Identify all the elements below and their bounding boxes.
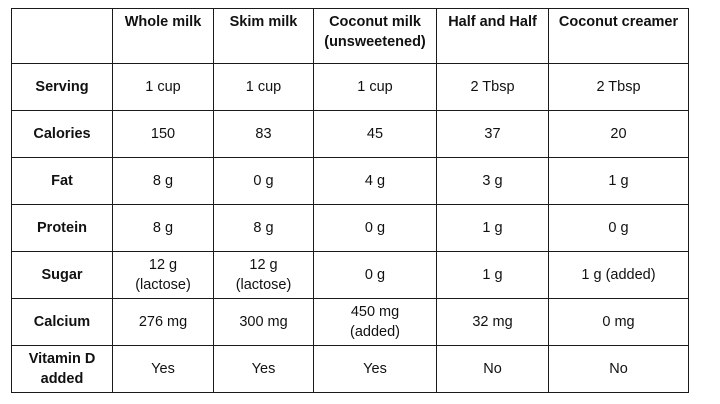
header-coconut-milk: Coconut milk (unsweetened)	[313, 8, 437, 64]
table-cell: 3 g	[436, 157, 549, 205]
table-row: Calcium 276 mg 300 mg 450 mg (added) 32 …	[11, 298, 689, 346]
table-cell: 8 g	[112, 204, 214, 252]
table-cell: 0 mg	[548, 298, 689, 346]
table-cell: 0 g	[213, 157, 314, 205]
row-label-serving: Serving	[11, 63, 113, 111]
table-cell: Yes	[313, 345, 437, 393]
header-coconut-creamer: Coconut creamer	[548, 8, 689, 64]
table-cell: 12 g (lactose)	[112, 251, 214, 299]
nutrition-comparison-table: Whole milk Skim milk Coconut milk (unswe…	[11, 8, 689, 393]
table-cell: 450 mg (added)	[313, 298, 437, 346]
table-cell: Yes	[213, 345, 314, 393]
table-cell: 1 cup	[213, 63, 314, 111]
table-cell: 0 g	[313, 251, 437, 299]
table-cell: 1 g	[548, 157, 689, 205]
table-cell: 20	[548, 110, 689, 158]
row-label-protein: Protein	[11, 204, 113, 252]
table-cell: 83	[213, 110, 314, 158]
table-cell: 0 g	[313, 204, 437, 252]
table-cell: 300 mg	[213, 298, 314, 346]
header-skim-milk: Skim milk	[213, 8, 314, 64]
row-label-calories: Calories	[11, 110, 113, 158]
table-cell: 2 Tbsp	[436, 63, 549, 111]
table-cell: 8 g	[213, 204, 314, 252]
table-cell: 276 mg	[112, 298, 214, 346]
table-cell: 4 g	[313, 157, 437, 205]
table-cell: 45	[313, 110, 437, 158]
table-cell: 1 g	[436, 251, 549, 299]
table-cell: 12 g (lactose)	[213, 251, 314, 299]
row-label-fat: Fat	[11, 157, 113, 205]
table-cell: No	[548, 345, 689, 393]
table-cell: 2 Tbsp	[548, 63, 689, 111]
table-row: Protein 8 g 8 g 0 g 1 g 0 g	[11, 204, 689, 252]
table-cell: 8 g	[112, 157, 214, 205]
table-cell: 150	[112, 110, 214, 158]
row-label-sugar: Sugar	[11, 251, 113, 299]
table-cell: 1 cup	[313, 63, 437, 111]
header-row: Whole milk Skim milk Coconut milk (unswe…	[11, 8, 689, 64]
table-cell: 0 g	[548, 204, 689, 252]
table-cell: 1 cup	[112, 63, 214, 111]
table-cell: No	[436, 345, 549, 393]
table-cell: Yes	[112, 345, 214, 393]
table-row: Serving 1 cup 1 cup 1 cup 2 Tbsp 2 Tbsp	[11, 63, 689, 111]
table-cell: 32 mg	[436, 298, 549, 346]
header-whole-milk: Whole milk	[112, 8, 214, 64]
table-row: Calories 150 83 45 37 20	[11, 110, 689, 158]
table-row: Vitamin D added Yes Yes Yes No No	[11, 345, 689, 393]
row-label-vitamin-d: Vitamin D added	[11, 345, 113, 393]
table-cell: 1 g	[436, 204, 549, 252]
table-row: Sugar 12 g (lactose) 12 g (lactose) 0 g …	[11, 251, 689, 299]
table-cell: 37	[436, 110, 549, 158]
header-half-and-half: Half and Half	[436, 8, 549, 64]
header-empty-cell	[11, 8, 113, 64]
row-label-calcium: Calcium	[11, 298, 113, 346]
table-row: Fat 8 g 0 g 4 g 3 g 1 g	[11, 157, 689, 205]
table-cell: 1 g (added)	[548, 251, 689, 299]
